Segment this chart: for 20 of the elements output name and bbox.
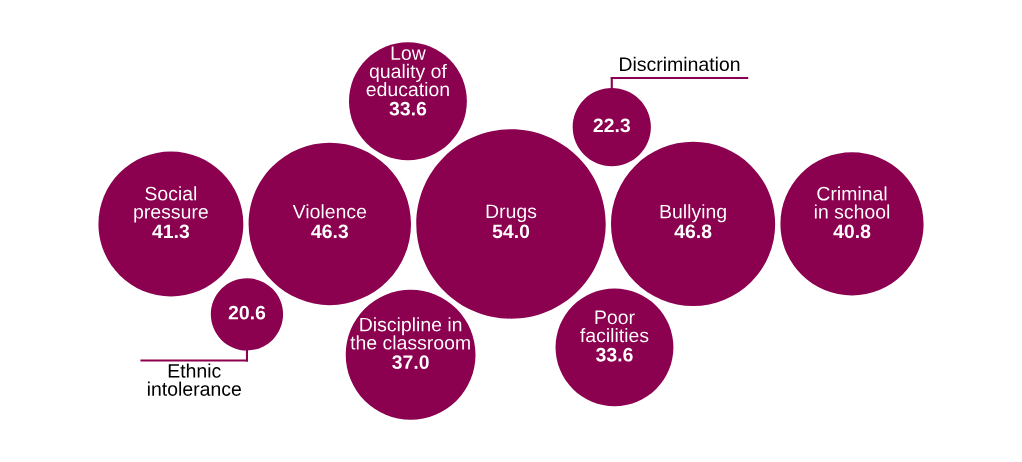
category-label: Discrimination xyxy=(620,56,740,72)
data-label: 46.3 xyxy=(311,224,349,239)
data-label: 37.0 xyxy=(392,355,429,370)
data-label: 20.6 xyxy=(228,305,266,320)
data-label: 33.6 xyxy=(596,347,633,362)
data-label: 41.3 xyxy=(152,224,190,239)
category-label: Ethnic intolerance xyxy=(147,363,241,396)
data-label: 46.8 xyxy=(674,224,712,239)
data-label: 40.8 xyxy=(833,224,871,239)
category-label: Social pressure xyxy=(134,186,208,223)
category-label: Criminal in school xyxy=(814,186,890,219)
data-label: 33.6 xyxy=(389,101,427,116)
data-label: 54.0 xyxy=(492,224,530,239)
category-label: Discipline in the classroom xyxy=(350,317,470,350)
category-label: Violence xyxy=(292,204,367,219)
category-label: Drugs xyxy=(486,204,537,223)
category-label: Bullying xyxy=(660,204,726,223)
category-label: Poor facilities xyxy=(580,310,649,343)
data-label: 22.3 xyxy=(593,118,630,133)
category-label: Low quality of education xyxy=(366,46,449,97)
